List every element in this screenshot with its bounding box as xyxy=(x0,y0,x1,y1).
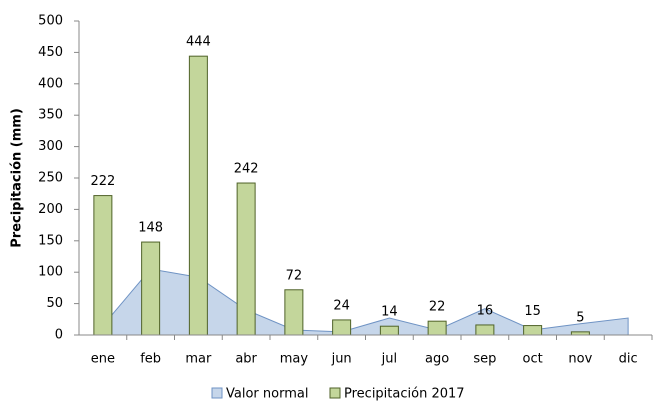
bar xyxy=(379,325,399,336)
data-label: 15 xyxy=(524,304,541,319)
x-tick-label: ago xyxy=(425,352,449,367)
x-tick-label: feb xyxy=(140,352,161,367)
bar xyxy=(427,320,447,336)
data-label: 444 xyxy=(186,35,211,50)
y-tick-label: 250 xyxy=(38,171,63,186)
bar xyxy=(188,55,208,336)
y-tick-label: 100 xyxy=(38,265,63,280)
data-label: 14 xyxy=(381,305,398,320)
bar xyxy=(475,324,495,336)
x-tick-label: sep xyxy=(473,352,496,367)
x-tick-label: abr xyxy=(235,352,257,367)
data-label: 24 xyxy=(333,298,350,313)
y-tick-label: 500 xyxy=(38,14,63,29)
data-label: 22 xyxy=(429,300,446,315)
data-label: 222 xyxy=(90,174,115,189)
legend-swatch xyxy=(211,387,223,399)
x-tick-label: jul xyxy=(381,352,397,367)
data-label: 5 xyxy=(576,310,584,325)
data-label: 16 xyxy=(477,303,494,318)
legend-label: Precipitación 2017 xyxy=(344,387,465,402)
y-tick-label: 350 xyxy=(38,108,63,123)
y-tick-label: 0 xyxy=(55,328,63,343)
data-label: 72 xyxy=(286,268,303,283)
y-tick-label: 200 xyxy=(38,202,63,217)
y-tick-label: 50 xyxy=(46,296,63,311)
y-tick-label: 400 xyxy=(38,76,63,91)
bar xyxy=(332,319,352,336)
x-tick-label: dic xyxy=(619,352,638,367)
bar xyxy=(523,325,543,336)
area xyxy=(102,268,629,336)
bar xyxy=(284,289,304,336)
y-tick-label: 300 xyxy=(38,139,63,154)
y-tick-label: 150 xyxy=(38,233,63,248)
data-label: 148 xyxy=(138,221,163,236)
bar xyxy=(141,241,161,336)
x-tick-label: mar xyxy=(185,352,212,367)
x-tick-label: ene xyxy=(91,352,115,367)
y-tick-label: 450 xyxy=(38,45,63,60)
data-label: 242 xyxy=(234,162,259,177)
x-tick-label: jun xyxy=(331,352,352,367)
bar xyxy=(236,182,256,336)
legend-swatch xyxy=(329,387,341,399)
bar xyxy=(93,195,113,336)
x-tick-label: nov xyxy=(568,352,592,367)
legend-label: Valor normal xyxy=(226,387,308,402)
x-tick-label: may xyxy=(280,352,309,367)
y-axis-label: Precipitación (mm) xyxy=(10,108,25,248)
x-tick-label: oct xyxy=(523,352,543,367)
